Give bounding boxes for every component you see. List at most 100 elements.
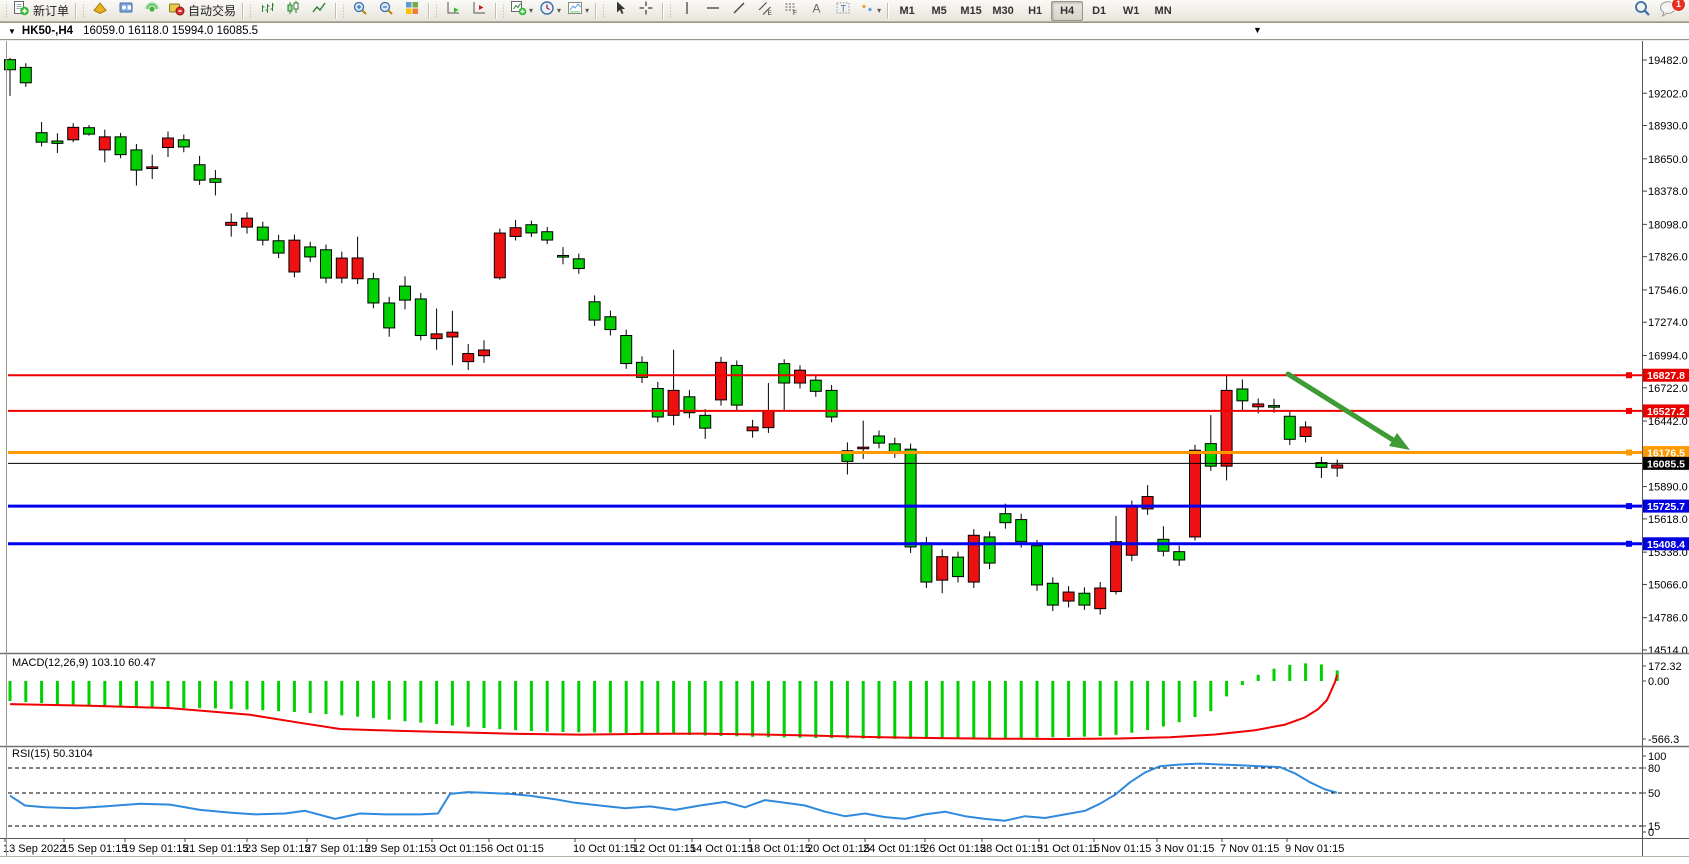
dropdown-arrow-icon[interactable]: ▾ [585,6,590,15]
line-end-marker[interactable] [1626,449,1632,456]
toolbar-grip [4,2,8,19]
equidistant-channel-icon: E [757,0,773,21]
candle-body [399,285,411,301]
price-level-badge: 15408.4 [1643,537,1689,551]
cursor-button[interactable] [607,0,633,22]
zoom-in-button[interactable] [347,0,373,22]
line-end-marker[interactable] [1626,503,1632,510]
new-chart-button[interactable]: ▾ [507,0,536,22]
fibonacci-button[interactable]: F [778,0,804,22]
arrow-head-icon[interactable] [1389,433,1410,450]
auto-scroll-button[interactable] [440,0,466,22]
text-label-button[interactable]: T [830,0,856,22]
toolbar-separator [428,2,430,19]
arrows-button[interactable]: ▾ [856,0,884,22]
candlestick-chart-button[interactable] [280,0,306,22]
autotrading-button[interactable]: 自动交易 [165,0,239,22]
price-axis[interactable]: 19482.0 19202.0 18930.0 18650.0 18378.0 18098… [1642,41,1689,856]
chart-shift-button[interactable] [466,0,492,22]
chart-title-bar[interactable]: ▼ HK50-,H4 16059.0 16118.0 15994.0 16085… [0,22,1689,40]
timeframe-m5-button[interactable]: M5 [931,4,947,17]
time-axis-label: 3 Oct 01:15 [430,843,487,855]
line-chart-button[interactable] [306,0,332,22]
candle-body [1268,405,1280,408]
toolbar-separator [242,2,244,19]
time-axis-label: 10 Oct 01:15 [573,843,636,855]
equidistant-channel-button[interactable]: E [752,0,778,22]
templates-button[interactable]: ▾ [564,0,592,22]
price-axis-tick: 19482.0 [1648,55,1688,67]
candle-body [241,217,253,228]
candle-body [809,379,822,392]
timeframe-d1-button[interactable]: D1 [1092,4,1107,17]
horizontal-level-lines[interactable] [8,372,1642,547]
market-watch-button[interactable] [87,0,113,22]
candle-body [825,389,838,418]
period-clock-button[interactable]: ▾ [536,0,564,22]
candle-body [98,136,111,151]
search-button[interactable] [1629,0,1655,22]
rsi-line [9,762,1338,822]
candle-body [762,410,775,429]
timeframe-w1-button[interactable]: W1 [1122,4,1140,17]
signals-button[interactable] [139,0,165,22]
candle-body [1252,403,1265,408]
candle-body [920,542,933,583]
cursor-icon [612,0,628,21]
time-axis-label: 6 Oct 01:15 [487,843,544,855]
dropdown-arrow-icon[interactable]: ▾ [877,6,882,15]
price-axis-tick: 16994.0 [1648,350,1688,362]
dropdown-arrow-icon[interactable]: ▾ [529,6,534,15]
chart-menu-triangle-icon[interactable]: ▼ [8,26,16,36]
macd-histogram [8,663,1339,740]
zoom-out-button[interactable] [373,0,399,22]
line-end-marker[interactable] [1626,540,1632,547]
line-end-marker[interactable] [1626,372,1632,379]
time-axis-label: 18 Oct 01:15 [748,843,811,855]
candle-body [430,333,443,340]
time-axis-label: 3 Nov 01:15 [1155,843,1214,855]
line-end-marker[interactable] [1626,407,1632,414]
time-axis-label: 1 Nov 01:15 [1092,843,1151,855]
trend-arrow[interactable] [1285,371,1410,450]
terminal-button[interactable] [113,0,139,22]
svg-text:16176.5: 16176.5 [1647,448,1685,460]
toolbar-grip [248,2,253,19]
text-label-icon: T [835,0,851,21]
notifications-button[interactable]: 1 [1655,0,1686,22]
time-axis-label: 29 Sep 01:15 [365,843,430,855]
candle-body [83,127,95,135]
candle-body [541,231,554,241]
new-order-button[interactable]: 新订单 [10,0,72,22]
trendline-button[interactable] [726,0,752,22]
crosshair-button[interactable] [633,0,659,22]
text-button[interactable]: A [804,0,830,22]
horizontal-line-button[interactable] [700,0,726,22]
candle-body [1173,551,1186,561]
timeframe-m1-button[interactable]: M1 [899,4,915,17]
time-axis-label: 31 Oct 01:15 [1037,843,1100,855]
candle-body [651,387,664,418]
timeframe-mn-button[interactable]: MN [1154,4,1172,17]
candle-body [383,302,396,329]
chart-window-caret-icon[interactable]: ▼ [1253,25,1262,35]
vertical-line-button[interactable] [674,0,700,22]
price-axis-tick: 14514.0 [1648,645,1688,657]
price-axis-tick: 19202.0 [1648,88,1688,100]
toolbar-separator [662,2,664,19]
timeframe-m30-button[interactable]: M30 [992,4,1014,17]
candle-body [683,396,696,414]
timeframe-m15-button[interactable]: M15 [960,4,982,17]
timeframe-h4-button[interactable]: H4 [1051,0,1084,21]
price-axis-tick: 14786.0 [1648,613,1688,625]
fibonacci-icon: F [783,0,799,21]
tile-windows-button[interactable] [399,0,425,22]
candle-body [162,137,174,149]
autotrading-label: 自动交易 [188,4,237,18]
bar-chart-button[interactable] [254,0,280,22]
dropdown-arrow-icon[interactable]: ▾ [557,6,562,15]
search-icon [1633,0,1651,22]
timeframe-h1-button[interactable]: H1 [1028,4,1043,17]
